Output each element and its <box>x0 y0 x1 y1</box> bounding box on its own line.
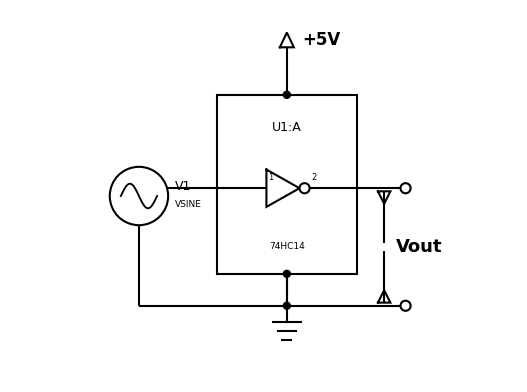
Bar <box>217 95 357 274</box>
Text: Vout: Vout <box>396 238 442 256</box>
Circle shape <box>284 270 290 278</box>
Circle shape <box>299 183 310 193</box>
Text: U1:A: U1:A <box>272 122 302 134</box>
Circle shape <box>284 91 290 98</box>
Circle shape <box>401 183 411 193</box>
Text: 74HC14: 74HC14 <box>269 242 305 251</box>
Circle shape <box>284 302 290 309</box>
Text: 2: 2 <box>311 173 317 182</box>
Text: +5V: +5V <box>302 31 340 49</box>
Circle shape <box>401 301 411 311</box>
Text: V1: V1 <box>175 180 191 193</box>
Text: VSINE: VSINE <box>175 200 202 209</box>
Text: 1: 1 <box>268 173 274 182</box>
Circle shape <box>110 167 168 225</box>
